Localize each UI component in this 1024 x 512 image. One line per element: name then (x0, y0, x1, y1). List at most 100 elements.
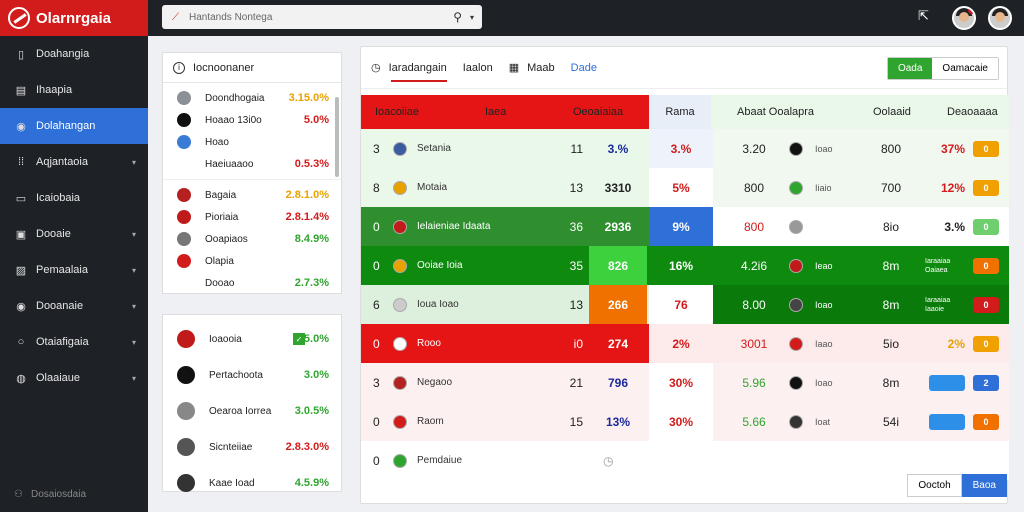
list-item[interactable]: Hoaao 13i0o 5.0% (163, 109, 341, 131)
table-row[interactable]: 0 Raom 15 13% 30% 5.66 Ioat 54i 0 (361, 402, 1009, 441)
table-row[interactable]: 0 Pemdaiue ◷ (361, 441, 1009, 480)
table-row[interactable]: 3 Negaoo 21 796 30% 5.96 Ioao 8m 2 (361, 363, 1009, 402)
list-item[interactable]: Dooao 2.7.3% (163, 272, 341, 294)
total-cell: 8m (882, 297, 900, 312)
total-cell: 8m (882, 258, 900, 273)
total-cell: 800 (880, 141, 902, 156)
search-input[interactable] (189, 11, 454, 23)
list-item[interactable]: Olapia (163, 250, 341, 272)
team-cell: Rooo (393, 324, 553, 363)
team-cell: Ielaieniae Idaata (393, 207, 553, 246)
action-pill-button[interactable]: 0 (973, 335, 999, 352)
row-right-block: 5.66 Ioat 54i 0 (713, 402, 1009, 441)
sidebar-item-label: Icaiobaia (36, 192, 81, 204)
col-header[interactable]: Abaat Ooalapra (737, 106, 815, 118)
odds-pill[interactable] (929, 374, 965, 391)
tab[interactable]: Iaalon (463, 54, 493, 82)
col-header[interactable]: Ioacoiiae (375, 106, 420, 118)
list-item[interactable]: Haeiuaaoo 0.5.3% (163, 153, 341, 175)
sidebar-item[interactable]: ▭ Icaiobaia (0, 180, 148, 216)
team-name: Ioua Ioao (417, 299, 459, 310)
toggle-on-button[interactable]: Oada (887, 58, 933, 79)
action-pill-button[interactable]: 0 (973, 257, 999, 274)
tab-bar: ◷ Iaradangain Iaalon ▦ Maab Dade (361, 47, 1007, 89)
row-right-block: 3.20 Ioao 800 37% 0 (713, 129, 1009, 168)
sidebar-item[interactable]: ○ Otaiafigaia ▾ (0, 324, 148, 360)
sidebar-item[interactable]: ▨ Pemaalaia ▾ (0, 252, 148, 288)
action-pill-button[interactable]: 0 (973, 179, 999, 196)
share-icon[interactable]: ⇱ (918, 8, 929, 23)
team-percent: 2.8.1.0% (285, 189, 329, 201)
list-item[interactable]: Bagaia 2.8.1.0% (163, 184, 341, 206)
action-pill-button[interactable]: 0 (973, 218, 999, 235)
col-header[interactable]: Iaea (485, 106, 507, 118)
info-icon[interactable]: ◷ (603, 453, 614, 468)
tab[interactable]: ▦ Maab (509, 54, 555, 82)
sidebar-item[interactable]: ◉ Dooanaie ▾ (0, 288, 148, 324)
sidebar-footer[interactable]: ⚇ Dosaiosdaia (14, 489, 87, 500)
chevron-down-icon[interactable]: ▾ (131, 157, 136, 167)
table-row[interactable]: 0 Ooiae Ioia 35 826 16% 4.2i6 Ieao 8m Iaraaiaa O… (361, 246, 1009, 285)
sidebar-item[interactable]: ◍ Olaaiaue ▾ (0, 360, 148, 396)
action-pill-button[interactable]: 2 (973, 374, 999, 391)
action-pill-button[interactable]: 0 (973, 140, 999, 157)
avatar-secondary[interactable] (988, 6, 1012, 30)
col-header[interactable]: Rama (665, 106, 695, 118)
action-pill-button[interactable]: 0 (973, 413, 999, 430)
search-icon[interactable]: ⚲ (453, 10, 462, 24)
table-row[interactable]: 6 Ioua Ioao 13 266 76 8.00 Ioao 8m Iaraaiaa Iaao… (361, 285, 1009, 324)
list-item[interactable]: Hoao (163, 131, 341, 153)
prev-button[interactable]: Ooctoh (907, 474, 962, 497)
table-row[interactable]: 8 Motaia 13 3310 5% 800 Iiaio 700 12% 0 (361, 168, 1009, 207)
avatar[interactable] (952, 6, 976, 30)
list-item[interactable]: Sicnteiiae 2.8.3.0% (163, 429, 341, 465)
tab[interactable]: ◷ Iaradangain (371, 54, 447, 82)
list-item[interactable]: Ioaooia ✓ 5.0% (163, 321, 341, 357)
team-percent: 5.0% (303, 333, 329, 345)
chevron-down-icon[interactable]: ▾ (131, 337, 136, 347)
sidebar-item[interactable]: ▤ Ihaapia (0, 72, 148, 108)
list-item[interactable]: Doondhogaia 3.15.0% (163, 87, 341, 109)
sidebar-item[interactable]: ▯ Doahangia (0, 36, 148, 72)
team-name: Ioaooia (209, 333, 242, 345)
chevron-down-icon[interactable]: ▾ (131, 373, 136, 383)
col-header[interactable]: Oolaaid (873, 106, 911, 118)
list-item[interactable]: Oearoa Iorrea 3.0.5% (163, 393, 341, 429)
action-pill-button[interactable]: 0 (973, 296, 999, 313)
top-bar: ⟋ ⚲ ▾ ⇱ (148, 0, 1024, 36)
odds-pill[interactable] (929, 413, 965, 430)
list-item[interactable]: Pertachoota 3.0% (163, 357, 341, 393)
chevron-down-icon[interactable]: ▾ (469, 12, 474, 22)
col-header[interactable]: Deaoaaaa (947, 106, 998, 118)
away-cell: 8.00 (742, 297, 766, 312)
row-left-block: 8 Motaia 13 3310 (361, 168, 649, 207)
table-row[interactable]: 0 Ielaieniae Idaata 36 2936 9% 800 Baga 8io 3.% 0 (361, 207, 1009, 246)
scrollbar[interactable] (335, 97, 339, 177)
tab[interactable]: Dade (571, 54, 597, 82)
team-crest-icon (393, 336, 407, 351)
rate-cell: 5% (649, 168, 713, 207)
table-row[interactable]: 0 Rooo i0 274 2% 3001 Iaao 5io 2% 0 (361, 324, 1009, 363)
check-icon[interactable]: ✓ (293, 333, 305, 345)
sidebar-item[interactable]: ◉ Dolahangan (0, 108, 148, 144)
team-name: Rooo (417, 338, 441, 349)
toggle-off-button[interactable]: Oamacaie (932, 58, 998, 79)
chevron-down-icon[interactable]: ▾ (131, 229, 136, 239)
sidebar-item-label: Pemaalaia (36, 264, 88, 276)
chevron-down-icon[interactable]: ▾ (131, 301, 136, 311)
list-item[interactable]: Kaae Ioad 4.5.9% (163, 465, 341, 501)
sidebar-item[interactable]: ▣ Dooaie ▾ (0, 216, 148, 252)
chevron-down-icon[interactable]: ▾ (131, 265, 136, 275)
sidebar-item-label: Aqjantaoia (36, 156, 88, 168)
list-item[interactable]: Pioriaia 2.8.1.4% (163, 206, 341, 228)
brand[interactable]: Olarnrgaia (0, 0, 148, 36)
sidebar-item[interactable]: ⁞⁞ Aqjantaoia ▾ (0, 144, 148, 180)
next-button[interactable]: Baoa (961, 474, 1007, 497)
clock-icon: ◷ (371, 62, 381, 74)
list-item[interactable]: Ooapiaos 8.4.9% (163, 228, 341, 250)
search-bar[interactable]: ⟋ ⚲ ▾ (162, 5, 482, 29)
table-row[interactable]: 3 Setania 11 3.% 3.% 3.20 Ioao 800 37% 0 (361, 129, 1009, 168)
away-cell: 5.66 (742, 414, 766, 429)
col-header[interactable]: Oeoaiaiaa (573, 106, 624, 118)
away-cell: 4.2i6 (740, 258, 768, 273)
